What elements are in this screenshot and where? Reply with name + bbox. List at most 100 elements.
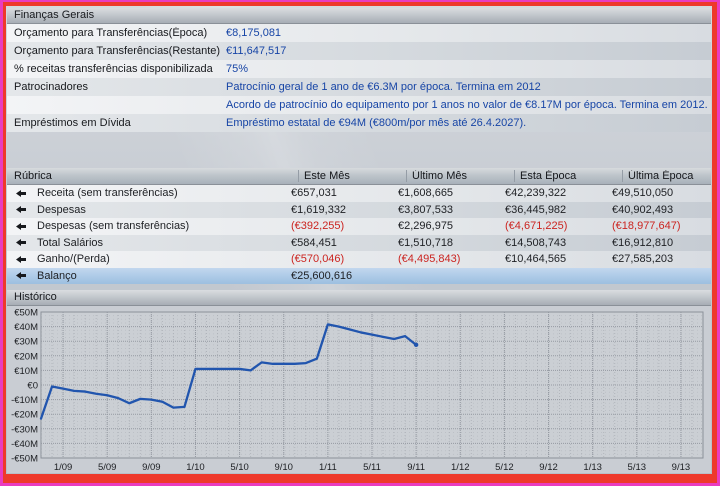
row-expand-arrow-icon[interactable]: [16, 272, 26, 280]
cell-value: (€4,671,225): [505, 220, 568, 233]
cell-value: €3,807,533: [398, 203, 454, 216]
cell-value: (€4,495,843): [398, 253, 461, 266]
cell-value: €27,585,203: [612, 253, 674, 266]
finance-row-sponsors: Patrocinadores Patrocínio geral de 1 ano…: [7, 78, 711, 96]
row-expand-arrow-icon[interactable]: [16, 206, 26, 214]
x-tick-label: 5/13: [628, 462, 647, 473]
y-tick-label: €40M: [14, 322, 38, 333]
balance-history-chart: 1/09 5/09 9/09 1/10 5/10 9/10 1/11 5/11 9/11 1/12…: [11, 308, 704, 473]
y-tick-label: €20M: [14, 351, 38, 362]
column-header-ultimo-mes: Último Mês: [406, 170, 514, 182]
financas-gerais-panel: Finanças Gerais Orçamento para Transferê…: [7, 8, 711, 132]
row-label: Receita (sem transferências): [37, 187, 178, 200]
cell-value: €40,902,493: [612, 203, 674, 216]
x-tick-label: 1/09: [54, 462, 73, 473]
y-tick-label: -€10M: [11, 395, 38, 406]
cell-value: (€392,255): [291, 220, 345, 233]
row-expand-arrow-icon[interactable]: [16, 222, 26, 230]
finance-row-label: % receitas transferências disponibilizad…: [14, 63, 213, 75]
y-tick-label: €10M: [14, 366, 38, 377]
y-tick-label: -€50M: [11, 454, 38, 465]
column-header-rubrica: Rúbrica: [14, 170, 52, 182]
finance-table-panel: Rúbrica Este Mês Último Mês Esta Época Ú…: [7, 168, 711, 284]
row-expand-arrow-icon[interactable]: [16, 255, 26, 263]
row-expand-arrow-icon[interactable]: [16, 189, 26, 197]
x-tick-label: 5/10: [230, 462, 249, 473]
table-row-balanco: Balanço €25,600,616: [7, 267, 711, 284]
x-tick-label: 1/12: [451, 462, 470, 473]
row-label: Total Salários: [37, 236, 104, 249]
finance-row-loans: Empréstimos em Dívida Empréstimo estatal…: [7, 114, 711, 132]
annotation-frame: Finanças Gerais Orçamento para Transferê…: [3, 2, 717, 483]
finance-table-header: Rúbrica Este Mês Último Mês Esta Época Ú…: [7, 168, 711, 185]
x-tick-label: 9/09: [142, 462, 161, 473]
x-tick-label: 1/13: [583, 462, 602, 473]
balance-line-endpoint: [413, 342, 419, 348]
row-label: Balanço: [37, 269, 77, 282]
cell-value: €1,510,718: [398, 236, 454, 249]
column-header-esta-epoca: Esta Época: [514, 170, 622, 182]
y-tick-label: -€20M: [11, 410, 38, 421]
cell-value: €49,510,050: [612, 187, 674, 200]
cell-value: €1,619,332: [291, 203, 347, 216]
balance-line: [39, 323, 418, 420]
cell-value: €16,912,810: [612, 236, 674, 249]
table-row-total-salarios: Total Salários €584,451 €1,510,718 €14,5…: [7, 234, 711, 251]
finance-row-value: €11,647,517: [226, 45, 287, 57]
cell-value: €36,445,982: [505, 203, 567, 216]
table-row-ganho-perda: Ganho/(Perda) (€570,046) (€4,495,843) €1…: [7, 251, 711, 268]
x-tick-label: 1/10: [186, 462, 205, 473]
column-header-este-mes: Este Mês: [298, 170, 406, 182]
x-tick-label: 9/12: [539, 462, 558, 473]
table-row-receita: Receita (sem transferências) €657,031 €1…: [7, 185, 711, 202]
finance-row-value: €8,175,081: [226, 27, 282, 39]
column-header-ultima-epoca: Última Época: [622, 170, 711, 182]
table-row-despesas-sem-transferencias: Despesas (sem transferências) (€392,255)…: [7, 218, 711, 235]
historico-header: Histórico: [7, 290, 711, 306]
balance-history-chart-area: 1/09 5/09 9/09 1/10 5/10 9/10 1/11 5/11 9/11 1/12…: [7, 306, 711, 473]
table-row-despesas: Despesas €1,619,332 €3,807,533 €36,445,9…: [7, 201, 711, 218]
finance-row-value: Patrocínio geral de 1 ano de €6.3M por é…: [226, 81, 541, 93]
finance-row-label: Patrocinadores: [14, 81, 88, 93]
section-title: Histórico: [14, 291, 57, 303]
cell-value: €42,239,322: [505, 187, 567, 200]
finance-row-label: Orçamento para Transferências(Restante): [14, 45, 221, 57]
x-tick-label: 1/11: [319, 462, 337, 473]
cell-value: €657,031: [291, 187, 337, 200]
finances-content: Finanças Gerais Orçamento para Transferê…: [6, 6, 712, 474]
cell-value: €2,296,975: [398, 220, 454, 233]
finance-row-transfer-revenue-pct: % receitas transferências disponibilizad…: [7, 60, 711, 78]
finance-row-label: Orçamento para Transferências(Época): [14, 27, 208, 39]
row-label: Despesas (sem transferências): [37, 220, 190, 233]
finance-row-transfer-budget-season: Orçamento para Transferências(Época) €8,…: [7, 24, 711, 42]
y-tick-label: -€30M: [11, 424, 38, 435]
row-expand-arrow-icon[interactable]: [16, 239, 26, 247]
x-tick-label: 9/11: [407, 462, 425, 473]
finance-row-sponsors-kit: Acordo de patrocínio do equipamento por …: [7, 96, 711, 114]
x-tick-label: 9/10: [274, 462, 293, 473]
cell-value: €25,600,616: [291, 269, 353, 282]
row-label: Despesas: [37, 203, 86, 216]
finance-row-transfer-budget-remaining: Orçamento para Transferências(Restante) …: [7, 42, 711, 60]
cell-value: €584,451: [291, 236, 337, 249]
finance-row-value: Empréstimo estatal de €94M (€800m/por mê…: [226, 117, 527, 129]
y-tick-label: €0: [27, 381, 38, 392]
finance-row-label: Empréstimos em Dívida: [14, 117, 131, 129]
y-tick-label: €50M: [14, 308, 38, 319]
x-tick-label: 5/11: [363, 462, 381, 473]
finance-row-value: 75%: [226, 63, 249, 75]
y-tick-label: -€40M: [11, 439, 38, 450]
financas-gerais-header: Finanças Gerais: [7, 8, 711, 24]
section-title: Finanças Gerais: [14, 9, 95, 21]
x-tick-label: 5/12: [495, 462, 514, 473]
row-label: Ganho/(Perda): [37, 253, 110, 266]
cell-value: (€18,977,647): [612, 220, 681, 233]
cell-value: €1,608,665: [398, 187, 454, 200]
cell-value: €14,508,743: [505, 236, 567, 249]
cell-value: (€570,046): [291, 253, 345, 266]
x-tick-label: 9/13: [672, 462, 691, 473]
historico-panel: Histórico 1/09 5/09 9/09 1/10 5/10 9/10 1/11 5/…: [7, 290, 711, 473]
y-tick-label: €30M: [14, 337, 38, 348]
finance-row-value: Acordo de patrocínio do equipamento por …: [226, 99, 708, 111]
